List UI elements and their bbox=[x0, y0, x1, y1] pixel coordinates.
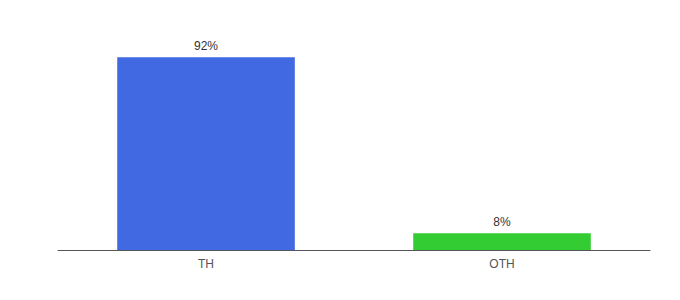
svg-text:OTH: OTH bbox=[489, 257, 514, 271]
svg-text:8%: 8% bbox=[493, 215, 511, 229]
svg-text:TH: TH bbox=[198, 257, 214, 271]
svg-text:92%: 92% bbox=[194, 39, 218, 53]
